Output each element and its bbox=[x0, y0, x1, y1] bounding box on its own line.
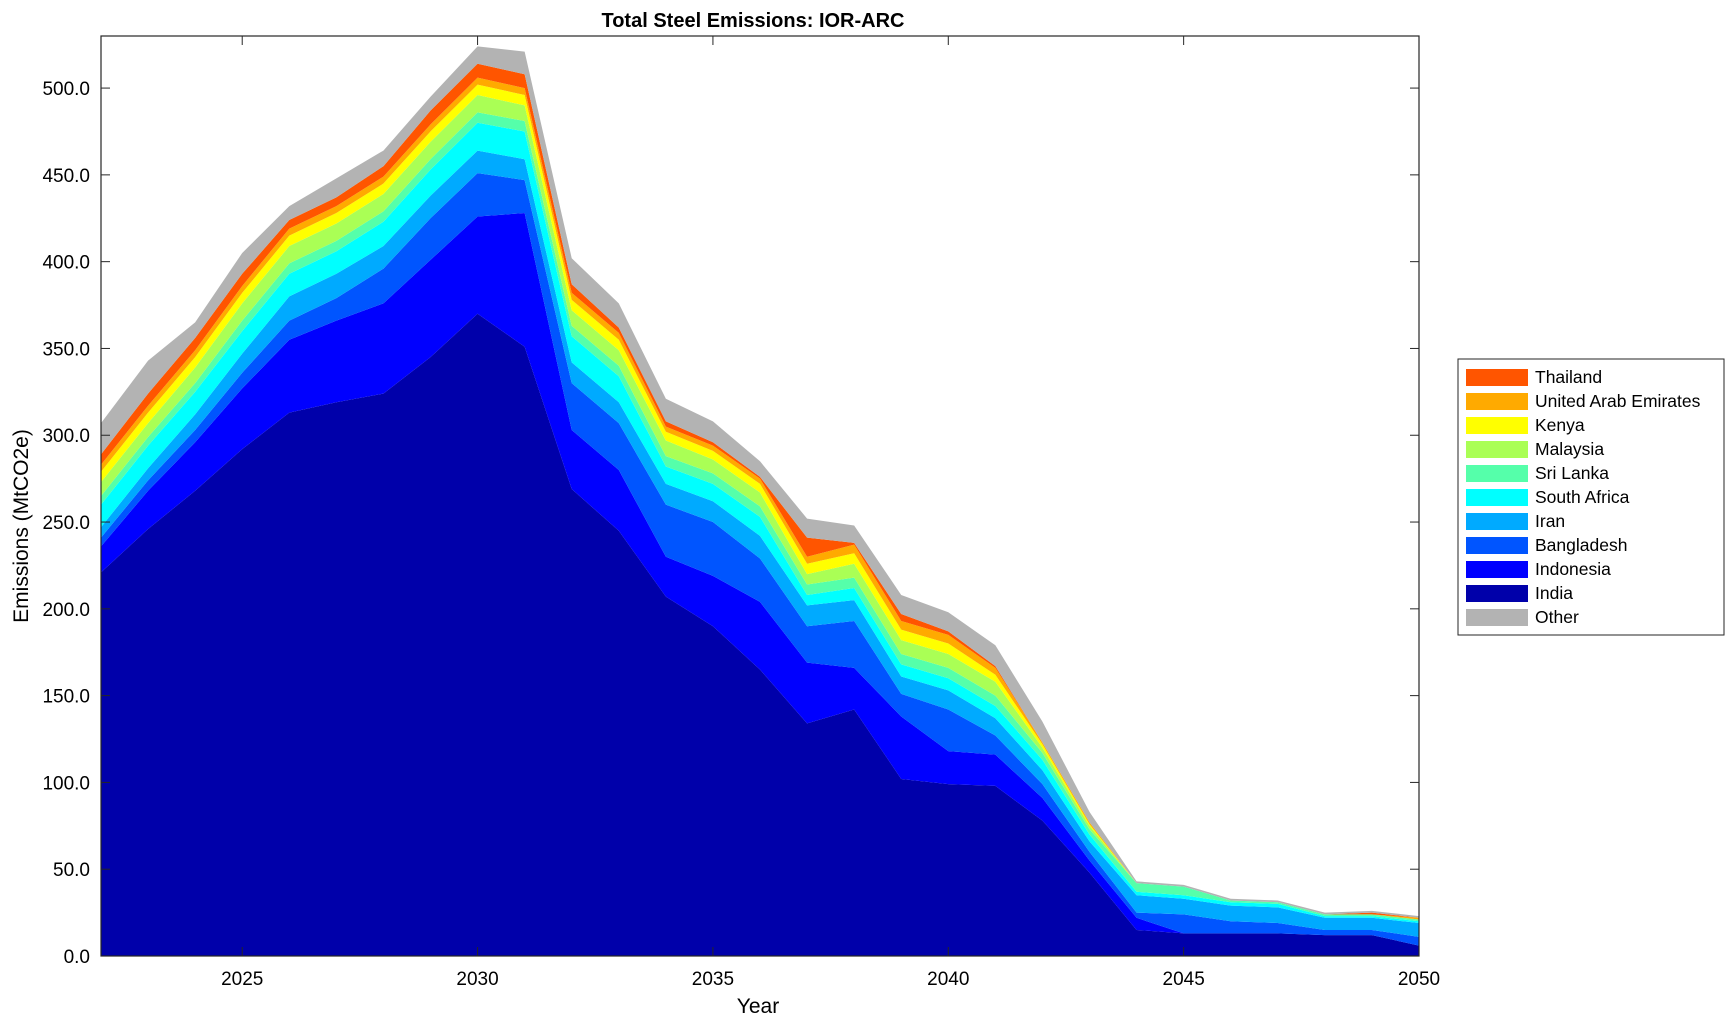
legend-swatch-thailand bbox=[1466, 369, 1528, 386]
y-tick-label: 450.0 bbox=[42, 166, 90, 187]
legend-swatch-south-africa bbox=[1466, 489, 1528, 506]
legend-label-thailand: Thailand bbox=[1535, 367, 1602, 387]
legend-swatch-bangladesh bbox=[1466, 537, 1528, 554]
legend: Thailand United Arab Emirates Kenya Malaysi… bbox=[1457, 358, 1725, 636]
legend-label-sri-lanka: Sri Lanka bbox=[1535, 463, 1609, 483]
legend-label-indonesia: Indonesia bbox=[1535, 559, 1611, 579]
area-sri-lanka bbox=[101, 112, 1419, 922]
areas-layer bbox=[101, 46, 1419, 956]
legend-swatch-iran bbox=[1466, 513, 1528, 530]
legend-label-iran: Iran bbox=[1535, 511, 1565, 531]
legend-label-other: Other bbox=[1535, 607, 1579, 627]
area-india bbox=[101, 313, 1419, 956]
x-tick-label: 2025 bbox=[221, 969, 263, 990]
y-axis-label: Emissions (MtCO2e) bbox=[10, 429, 33, 623]
y-tick-label: 250.0 bbox=[42, 513, 90, 534]
area-south-africa bbox=[101, 122, 1419, 924]
legend-label-united-arab-emirates: United Arab Emirates bbox=[1535, 391, 1701, 411]
legend-label-bangladesh: Bangladesh bbox=[1535, 535, 1627, 555]
legend-swatch-sri-lanka bbox=[1466, 465, 1528, 482]
y-tick-label: 300.0 bbox=[42, 426, 90, 447]
y-tick-label: 150.0 bbox=[42, 687, 90, 708]
y-tick-label: 100.0 bbox=[42, 773, 90, 794]
x-tick-label: 2040 bbox=[927, 969, 969, 990]
legend-swatch-united-arab-emirates bbox=[1466, 393, 1528, 410]
legend-swatch-other bbox=[1466, 609, 1528, 626]
y-tick-label: 200.0 bbox=[42, 600, 90, 621]
x-tick-label: 2045 bbox=[1163, 969, 1205, 990]
legend-label-kenya: Kenya bbox=[1535, 415, 1585, 435]
plot-frame bbox=[100, 35, 1420, 957]
y-tick-label: 500.0 bbox=[42, 79, 90, 100]
x-axis-label: Year bbox=[737, 995, 779, 1018]
legend-label-malaysia: Malaysia bbox=[1535, 439, 1604, 459]
legend-swatch-indonesia bbox=[1466, 561, 1528, 578]
y-tick-label: 400.0 bbox=[42, 253, 90, 274]
area-iran bbox=[101, 150, 1419, 937]
ticks-layer: 2025 2030 2035 2040 2045 2050 0.0 50.0 100.0 150.… bbox=[42, 36, 1440, 990]
x-tick-label: 2030 bbox=[456, 969, 498, 990]
legend-label-south-africa: South Africa bbox=[1535, 487, 1630, 507]
x-tick-label: 2050 bbox=[1398, 969, 1440, 990]
legend-swatch-india bbox=[1466, 585, 1528, 602]
legend-swatch-malaysia bbox=[1466, 441, 1528, 458]
y-tick-label: 50.0 bbox=[53, 860, 90, 881]
area-bangladesh bbox=[101, 173, 1419, 946]
legend-swatch-kenya bbox=[1466, 417, 1528, 434]
chart-title: Total Steel Emissions: IOR-ARC bbox=[601, 10, 904, 32]
y-tick-label: 350.0 bbox=[42, 339, 90, 360]
y-tick-label: 0.0 bbox=[64, 947, 90, 968]
x-tick-label: 2035 bbox=[692, 969, 734, 990]
legend-label-india: India bbox=[1535, 583, 1573, 603]
